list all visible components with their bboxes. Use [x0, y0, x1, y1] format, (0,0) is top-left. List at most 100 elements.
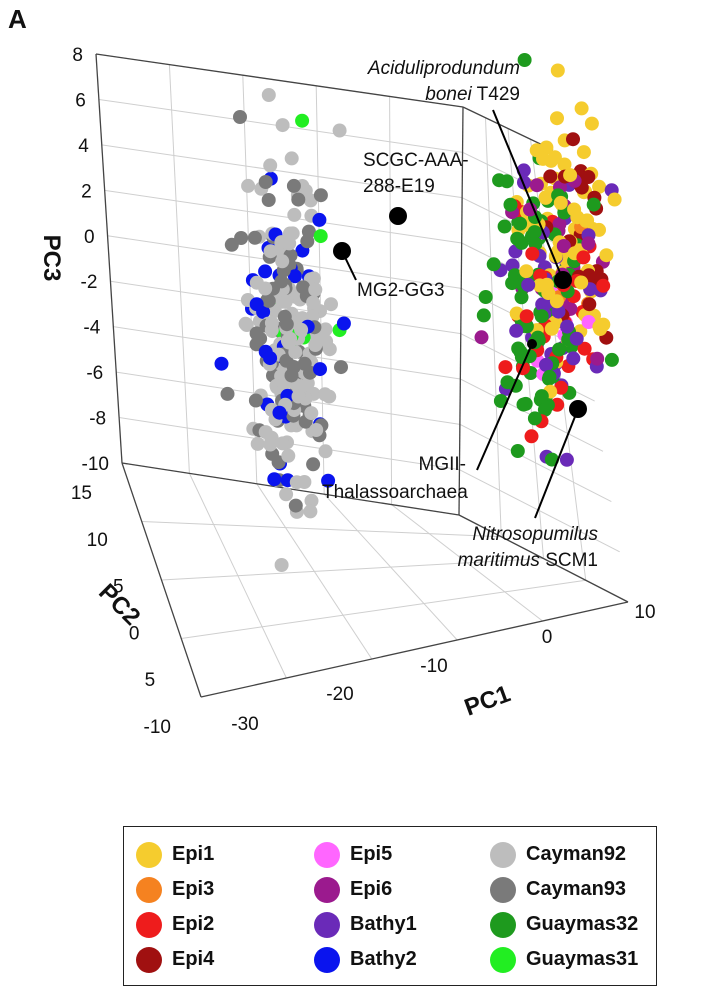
data-point-guaymas32	[513, 216, 528, 231]
data-point-epi1	[607, 192, 622, 207]
data-point-bathy2	[287, 269, 302, 284]
legend-label: Cayman93	[526, 878, 627, 900]
data-point-cayman92	[263, 158, 278, 173]
data-point-cayman93	[224, 237, 239, 252]
gridline	[101, 144, 463, 199]
legend-label: Epi6	[350, 878, 393, 900]
legend-swatch	[136, 841, 162, 868]
data-point-cayman92	[263, 437, 278, 452]
gridline	[181, 579, 586, 639]
x-tick-label: -10	[420, 656, 447, 677]
data-point-epi2	[577, 341, 592, 356]
data-point-cayman92	[280, 333, 295, 348]
data-point-guaymas32	[527, 225, 542, 240]
data-point-guaymas32	[511, 341, 526, 356]
data-point-cayman92	[291, 389, 306, 404]
data-point-epi1	[538, 190, 553, 205]
data-point-guaymas32	[505, 276, 520, 291]
data-point-epi1	[574, 101, 589, 116]
z-tick-label: 2	[81, 181, 92, 202]
y-tick-label: -10	[144, 717, 171, 738]
data-point-cayman93	[288, 498, 303, 513]
data-point-epi1	[599, 248, 614, 263]
annotation-label: MGII-	[419, 454, 467, 475]
data-point-epi6	[590, 351, 605, 366]
data-point-epi2	[554, 380, 568, 395]
gridline	[485, 117, 502, 537]
annotation-label: Nitrosopumilus	[472, 524, 598, 545]
data-point-bathy1	[509, 323, 524, 338]
gridline	[141, 521, 502, 538]
annotation-label: SCGC-AAA-	[363, 150, 469, 171]
data-point-cayman93	[297, 356, 312, 371]
data-point-cayman92	[319, 334, 334, 349]
data-point-guaymas32	[503, 197, 518, 212]
data-point-cayman92	[282, 236, 297, 251]
data-point-guaymas32	[476, 308, 491, 323]
data-point-cayman93	[313, 188, 328, 203]
data-point-guaymas32	[534, 389, 549, 404]
y-tick-label: 5	[113, 577, 124, 598]
data-point-cayman92	[258, 281, 273, 296]
data-point-epi6	[474, 330, 489, 345]
data-point-epi1	[574, 275, 589, 290]
data-point-cayman93	[306, 457, 321, 472]
data-point-epi6	[529, 178, 544, 193]
x-tick-label: 10	[634, 602, 655, 623]
annotation-leader	[492, 109, 564, 281]
annotation-leader	[341, 250, 357, 281]
annotation-label: MG2-GG3	[357, 280, 445, 301]
z-tick-label: -10	[82, 454, 109, 475]
data-point-bathy1	[560, 319, 575, 334]
z-tick-label: -6	[86, 363, 103, 384]
data-point-epi6	[556, 239, 571, 253]
data-point-cayman93	[279, 353, 294, 368]
data-point-cayman93	[277, 309, 292, 324]
data-point-guaymas32	[514, 290, 529, 305]
annotation-label: bonei T429	[425, 84, 520, 105]
data-point-cayman92	[275, 118, 290, 133]
z-tick-label: -8	[89, 409, 106, 430]
data-point-cayman92	[318, 444, 333, 459]
legend-label: Bathy2	[350, 948, 417, 970]
y-tick-label: 0	[129, 623, 140, 644]
data-point-cayman93	[286, 178, 301, 193]
data-point-guaymas31	[313, 229, 328, 244]
legend-label: Epi1	[172, 843, 215, 865]
gridline	[389, 96, 393, 505]
data-point-guaymas32	[604, 352, 619, 367]
data-point-cayman92	[332, 123, 347, 138]
data-point-guaymas32	[534, 309, 549, 324]
data-point-cayman92	[239, 318, 254, 332]
data-point-epi1	[519, 264, 534, 279]
axis-frame-line	[458, 514, 629, 603]
legend-swatch	[314, 841, 340, 868]
data-point-cayman92	[275, 254, 290, 269]
data-point-bathy1	[566, 351, 581, 366]
data-point-guaymas32	[542, 369, 557, 384]
legend-label: Guaymas31	[526, 948, 639, 970]
data-point-guaymas32	[500, 375, 515, 390]
data-point-cayman92	[308, 338, 323, 352]
data-point-cayman92	[274, 558, 289, 572]
data-point-guaymas31	[295, 113, 310, 128]
data-point-guaymas32	[544, 452, 559, 467]
data-point-cayman92	[297, 475, 312, 489]
data-point-epi1	[584, 116, 599, 131]
z-axis-label: PC3	[38, 235, 65, 282]
legend-swatch	[314, 911, 340, 938]
data-point-epi1	[529, 143, 544, 158]
data-point-epi1	[557, 157, 572, 172]
data-point-epi1	[592, 179, 607, 194]
data-point-bathy1	[559, 452, 574, 467]
data-point-cayman92	[303, 504, 318, 519]
data-point-guaymas32	[519, 319, 534, 334]
data-point-epi4	[543, 169, 558, 184]
data-point-bathy2	[272, 405, 287, 420]
legend-item-bathy1: Bathy1	[314, 907, 417, 942]
data-point-guaymas32	[586, 197, 601, 212]
annotation-label: Thalassoarchaea	[322, 482, 468, 503]
legend-item-epi6: Epi6	[314, 872, 417, 907]
data-point-bathy2	[249, 297, 264, 312]
data-point-guaymas32	[511, 232, 526, 247]
